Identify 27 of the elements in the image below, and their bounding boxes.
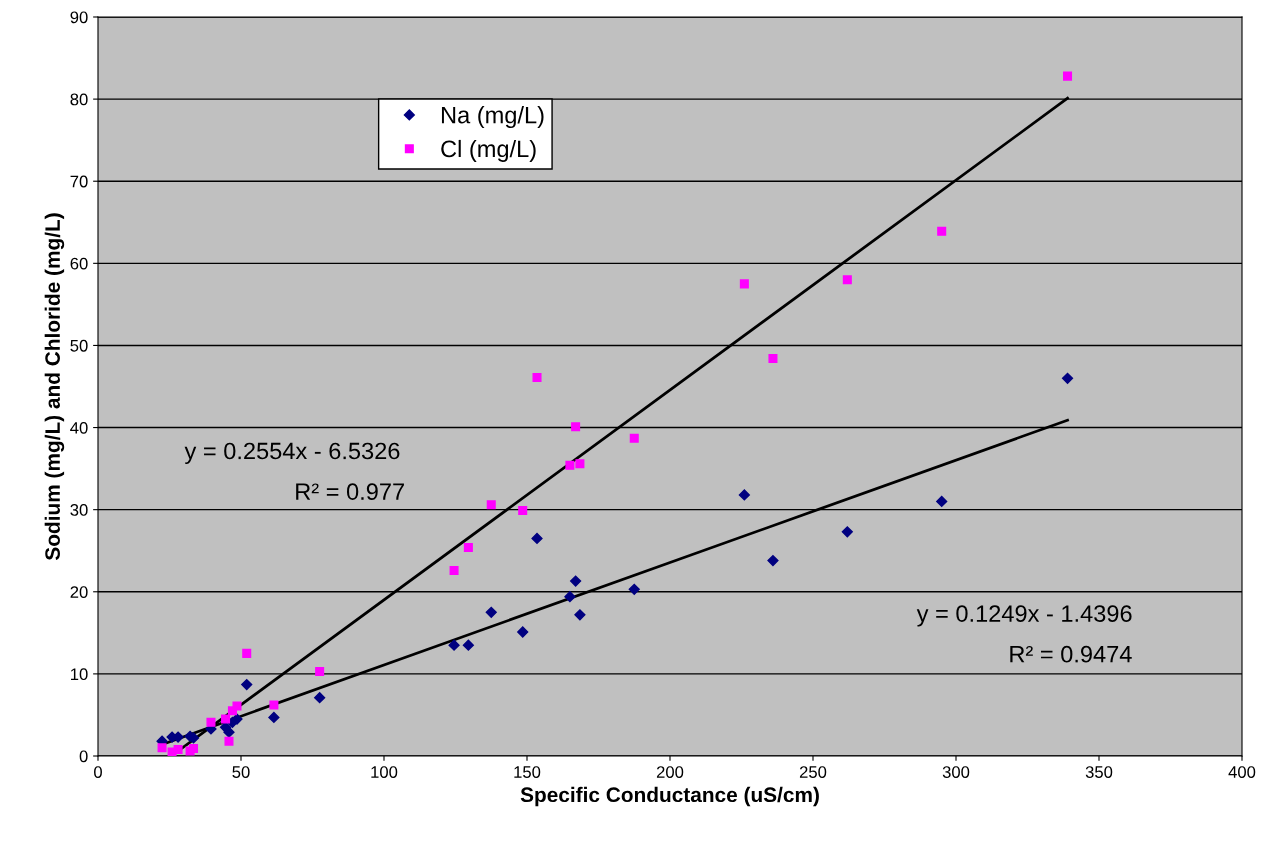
x-tick-label: 300: [942, 766, 970, 778]
y-tick-label: 50: [70, 339, 88, 352]
x-tick-label: 50: [232, 766, 250, 778]
x-tick-label: 100: [371, 766, 398, 778]
y-tick-label: 40: [70, 421, 88, 434]
y-tick-label: 0: [79, 750, 88, 763]
annotation: R² = 0.9474: [1010, 645, 1132, 663]
legend-label: Na (mg/L): [441, 106, 544, 129]
x-tick-label: 400: [1228, 766, 1256, 778]
x-tick-label: 350: [1085, 766, 1113, 778]
x-tick-label: 150: [514, 766, 541, 778]
annotation: y = 0.2554x - 6.5326: [184, 442, 400, 465]
annotation: y = 0.1249x - 1.4396: [916, 605, 1132, 627]
legend-label: Cl (mg/L): [441, 139, 536, 162]
y-tick-label: 20: [70, 586, 88, 598]
y-axis-title: Sodium (mg/L) and Chloride (mg/L): [44, 213, 65, 561]
y-tick-label: 30: [70, 504, 88, 516]
y-tick-label: 90: [70, 11, 88, 24]
x-axis-title: Specific Conductance (uS/cm): [520, 786, 819, 807]
y-tick-label: 60: [70, 257, 88, 270]
y-tick-label: 80: [70, 93, 88, 106]
annotation: R² = 0.977: [296, 483, 404, 500]
y-tick-label: 10: [71, 668, 88, 681]
x-tick-label: 0: [94, 766, 102, 778]
x-tick-label: 200: [656, 766, 684, 778]
x-tick-label: 250: [799, 766, 827, 778]
y-tick-label: 70: [70, 175, 88, 188]
